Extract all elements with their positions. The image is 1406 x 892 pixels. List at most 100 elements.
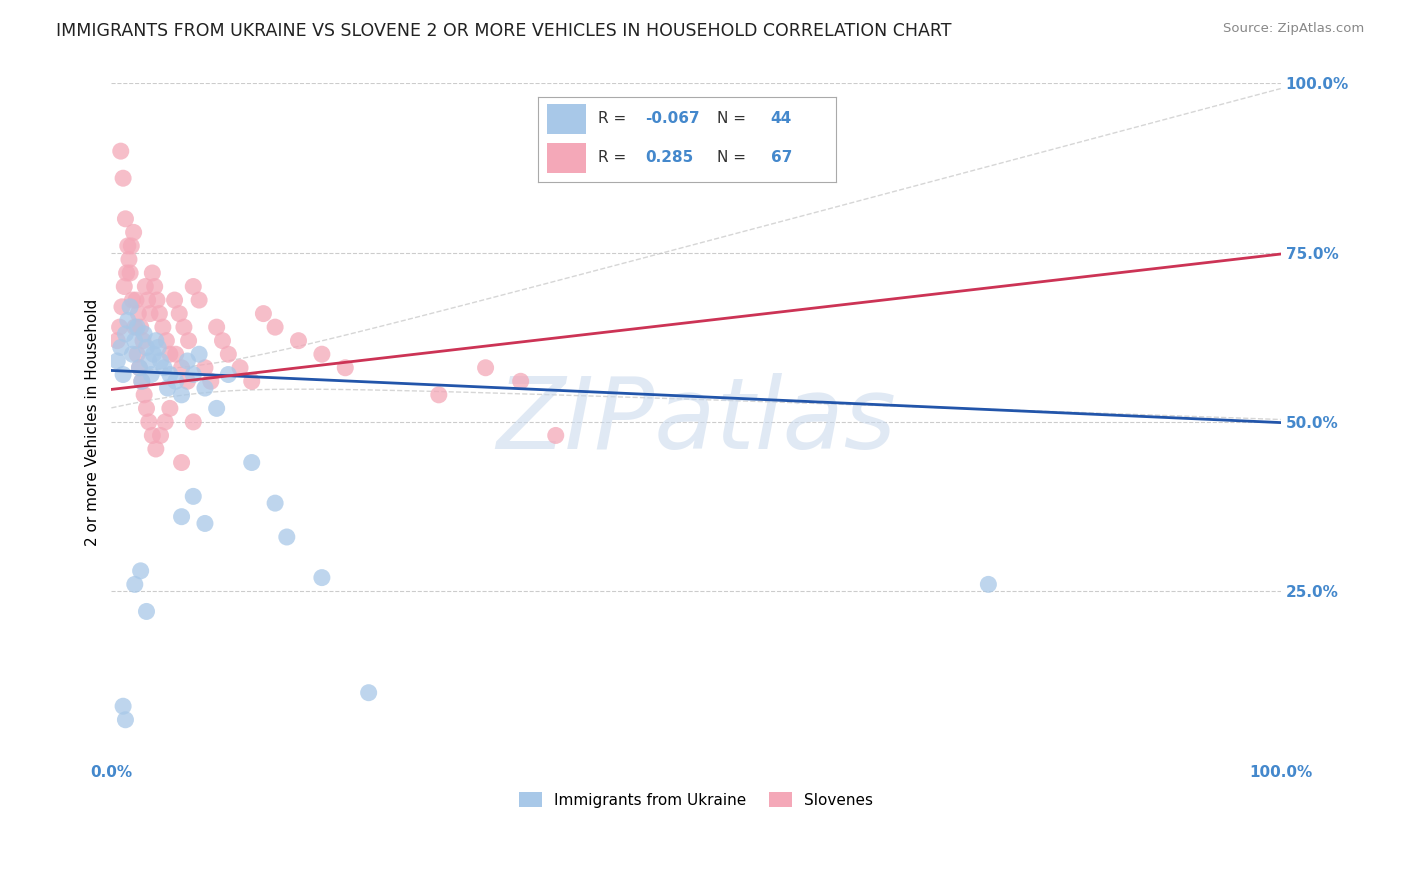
- Point: [252, 307, 274, 321]
- Point: [153, 415, 176, 429]
- Point: [229, 360, 252, 375]
- Point: [112, 171, 135, 186]
- Point: [205, 320, 228, 334]
- Point: [165, 374, 187, 388]
- Text: Source: ZipAtlas.com: Source: ZipAtlas.com: [1223, 22, 1364, 36]
- Point: [135, 341, 157, 355]
- Point: [181, 489, 204, 503]
- Point: [145, 442, 167, 456]
- Point: [474, 360, 496, 375]
- Point: [134, 279, 156, 293]
- Point: [138, 415, 160, 429]
- Point: [152, 320, 174, 334]
- Point: [165, 347, 187, 361]
- Point: [136, 293, 159, 307]
- Point: [357, 686, 380, 700]
- Point: [194, 360, 217, 375]
- Point: [170, 509, 193, 524]
- Point: [105, 354, 128, 368]
- Point: [176, 354, 198, 368]
- Point: [148, 341, 170, 355]
- Point: [131, 374, 153, 388]
- Point: [211, 334, 233, 348]
- Point: [217, 347, 239, 361]
- Point: [205, 401, 228, 416]
- Point: [264, 320, 287, 334]
- Point: [159, 347, 181, 361]
- Point: [128, 360, 150, 375]
- Point: [129, 564, 152, 578]
- Point: [115, 266, 138, 280]
- Point: [117, 239, 139, 253]
- Point: [170, 456, 193, 470]
- Point: [188, 293, 211, 307]
- Point: [181, 279, 204, 293]
- Point: [120, 266, 142, 280]
- Point: [155, 334, 177, 348]
- Point: [240, 456, 263, 470]
- Point: [240, 374, 263, 388]
- Point: [194, 516, 217, 531]
- Point: [143, 279, 166, 293]
- Point: [125, 293, 148, 307]
- Text: IMMIGRANTS FROM UKRAINE VS SLOVENE 2 OR MORE VEHICLES IN HOUSEHOLD CORRELATION C: IMMIGRANTS FROM UKRAINE VS SLOVENE 2 OR …: [56, 22, 952, 40]
- Point: [118, 252, 141, 267]
- Point: [173, 320, 195, 334]
- Point: [138, 354, 160, 368]
- Point: [153, 360, 176, 375]
- Point: [135, 401, 157, 416]
- Point: [176, 374, 198, 388]
- Point: [200, 374, 222, 388]
- Point: [139, 307, 162, 321]
- Point: [181, 415, 204, 429]
- Point: [159, 368, 181, 382]
- Point: [132, 334, 155, 348]
- Point: [509, 374, 531, 388]
- Text: ZIPatlas: ZIPatlas: [496, 374, 896, 470]
- Point: [264, 496, 287, 510]
- Point: [287, 334, 309, 348]
- Point: [121, 347, 143, 361]
- Point: [121, 293, 143, 307]
- Point: [110, 341, 132, 355]
- Point: [127, 307, 149, 321]
- Point: [163, 293, 186, 307]
- Point: [141, 266, 163, 280]
- Point: [134, 388, 156, 402]
- Point: [156, 381, 179, 395]
- Point: [122, 226, 145, 240]
- Point: [146, 293, 169, 307]
- Y-axis label: 2 or more Vehicles in Household: 2 or more Vehicles in Household: [86, 298, 100, 546]
- Point: [427, 388, 450, 402]
- Point: [141, 368, 163, 382]
- Point: [217, 368, 239, 382]
- Point: [117, 313, 139, 327]
- Point: [194, 381, 217, 395]
- Point: [129, 320, 152, 334]
- Point: [127, 347, 149, 361]
- Point: [124, 334, 146, 348]
- Point: [135, 604, 157, 618]
- Legend: Immigrants from Ukraine, Slovenes: Immigrants from Ukraine, Slovenes: [513, 786, 879, 814]
- Point: [108, 320, 131, 334]
- Point: [335, 360, 357, 375]
- Point: [111, 300, 134, 314]
- Point: [311, 347, 333, 361]
- Point: [134, 326, 156, 341]
- Point: [311, 571, 333, 585]
- Point: [112, 699, 135, 714]
- Point: [170, 388, 193, 402]
- Point: [145, 334, 167, 348]
- Point: [120, 239, 142, 253]
- Point: [105, 334, 128, 348]
- Point: [188, 347, 211, 361]
- Point: [112, 368, 135, 382]
- Point: [181, 368, 204, 382]
- Point: [544, 428, 567, 442]
- Point: [110, 144, 132, 158]
- Point: [131, 374, 153, 388]
- Point: [112, 279, 135, 293]
- Point: [124, 320, 146, 334]
- Point: [120, 300, 142, 314]
- Point: [159, 401, 181, 416]
